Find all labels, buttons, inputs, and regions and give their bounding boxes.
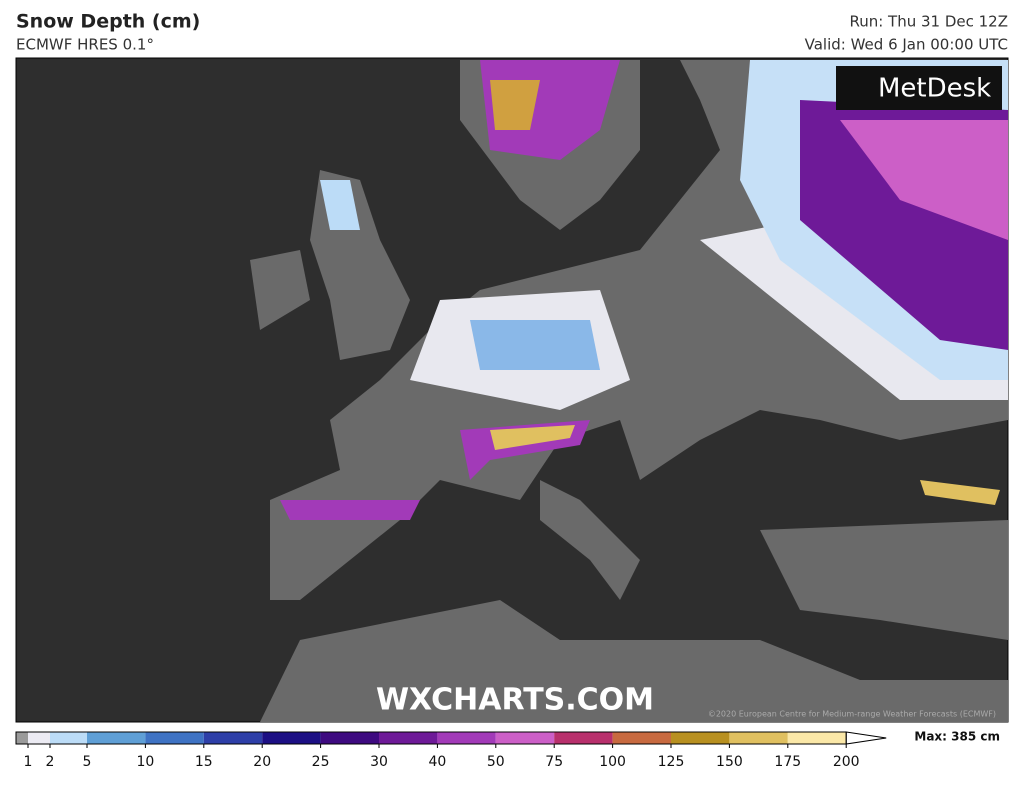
valid-time: Valid: Wed 6 Jan 00:00 UTC — [805, 36, 1008, 54]
logo: MetDesk — [878, 74, 991, 104]
legend-arrow — [845, 731, 887, 745]
legend-tick-label: 100 — [599, 754, 626, 770]
legend-swatch — [320, 732, 379, 744]
legend-swatch — [28, 732, 50, 744]
legend-tick-label: 2 — [46, 754, 55, 770]
legend-tick-label: 20 — [253, 754, 271, 770]
legend-tick-label: 150 — [716, 754, 743, 770]
copyright: ©2020 European Centre for Medium-range W… — [708, 710, 996, 719]
legend-swatch — [671, 732, 730, 744]
land-africa — [260, 600, 1008, 722]
map: MetDesk WXCHARTS.COM ©2020 European Cent… — [15, 57, 1009, 723]
legend-swatch — [379, 732, 438, 744]
legend-swatch — [262, 732, 321, 744]
legend-tick-label: 125 — [658, 754, 685, 770]
legend-swatch — [16, 732, 28, 744]
legend-tick-label: 175 — [774, 754, 801, 770]
legend-tick-label: 5 — [83, 754, 92, 770]
snow-pyrenees — [280, 500, 420, 520]
snow-norway-deep — [490, 80, 540, 130]
title: Snow Depth (cm) — [16, 11, 200, 33]
legend-max: Max: 385 cm — [914, 730, 1000, 744]
land-turkey — [760, 520, 1008, 640]
legend-tick-label: 30 — [370, 754, 388, 770]
watermark: WXCHARTS.COM — [376, 683, 654, 718]
legend-tick-label: 40 — [428, 754, 446, 770]
legend-swatch — [437, 732, 496, 744]
snow-scotland — [320, 180, 360, 230]
legend-tick-label: 1 — [24, 754, 33, 770]
snow-alps-deep — [490, 425, 575, 450]
logo-box — [836, 66, 1002, 110]
legend-swatch — [787, 732, 847, 744]
legend-tick-label: 200 — [833, 754, 860, 770]
legend: Max: 385 cm 1 2 5 10 15 20 25 30 40 50 75 100 125 150… — [15, 730, 1000, 770]
legend-swatch — [145, 732, 204, 744]
legend-swatch — [554, 732, 613, 744]
snow-caucasus — [920, 480, 1000, 505]
legend-swatch — [495, 732, 555, 744]
subtitle: ECMWF HRES 0.1° — [16, 36, 154, 54]
legend-tick-label: 50 — [487, 754, 505, 770]
land-italy — [540, 480, 640, 600]
legend-tick-label: 75 — [545, 754, 563, 770]
legend-swatch — [612, 732, 671, 744]
run-time: Run: Thu 31 Dec 12Z — [849, 13, 1008, 31]
legend-swatch — [87, 732, 146, 744]
land-ireland — [250, 250, 310, 330]
snow-pink — [840, 120, 1008, 240]
legend-frame — [15, 731, 847, 745]
legend-tick-label: 10 — [136, 754, 154, 770]
legend-swatch — [50, 732, 87, 744]
legend-swatch — [203, 732, 263, 744]
legend-tick-label: 25 — [312, 754, 330, 770]
legend-tick-label: 15 — [195, 754, 213, 770]
snow-central-blue — [470, 320, 600, 370]
legend-swatch — [729, 732, 788, 744]
